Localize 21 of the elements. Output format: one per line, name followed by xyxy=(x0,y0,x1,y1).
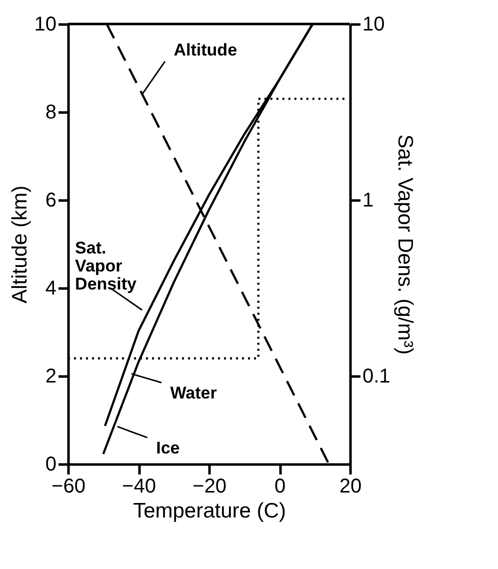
y2-tick-label: 10 xyxy=(362,14,385,36)
y-tick-label: 4 xyxy=(45,278,56,300)
annotation: Ice xyxy=(156,438,180,458)
y-axis-title: Altitude (km) xyxy=(8,186,32,304)
annotation: Water xyxy=(170,384,218,403)
y-tick-label: 2 xyxy=(45,366,56,388)
x-tick-label: −60 xyxy=(52,476,86,498)
x-tick-label: −20 xyxy=(192,476,226,498)
y2-tick-label: 1 xyxy=(362,189,374,212)
annotation: Sat. Vapor Density xyxy=(75,238,138,294)
y-tick-label: 10 xyxy=(34,14,56,36)
annotation: Altitude xyxy=(174,40,238,60)
x-tick-label: 20 xyxy=(339,476,362,498)
x-tick-label: 0 xyxy=(274,476,286,498)
y2-axis-title: Sat. Vapor Dens. (g/m³) xyxy=(393,134,416,355)
y2-tick-label: 0.1 xyxy=(362,365,390,388)
y-tick-label: 0 xyxy=(45,454,56,476)
x-tick-label: −40 xyxy=(122,476,156,498)
y-tick-label: 8 xyxy=(45,102,56,124)
y-tick-label: 6 xyxy=(45,190,56,212)
x-axis-title: Temperature (C) xyxy=(133,500,286,522)
